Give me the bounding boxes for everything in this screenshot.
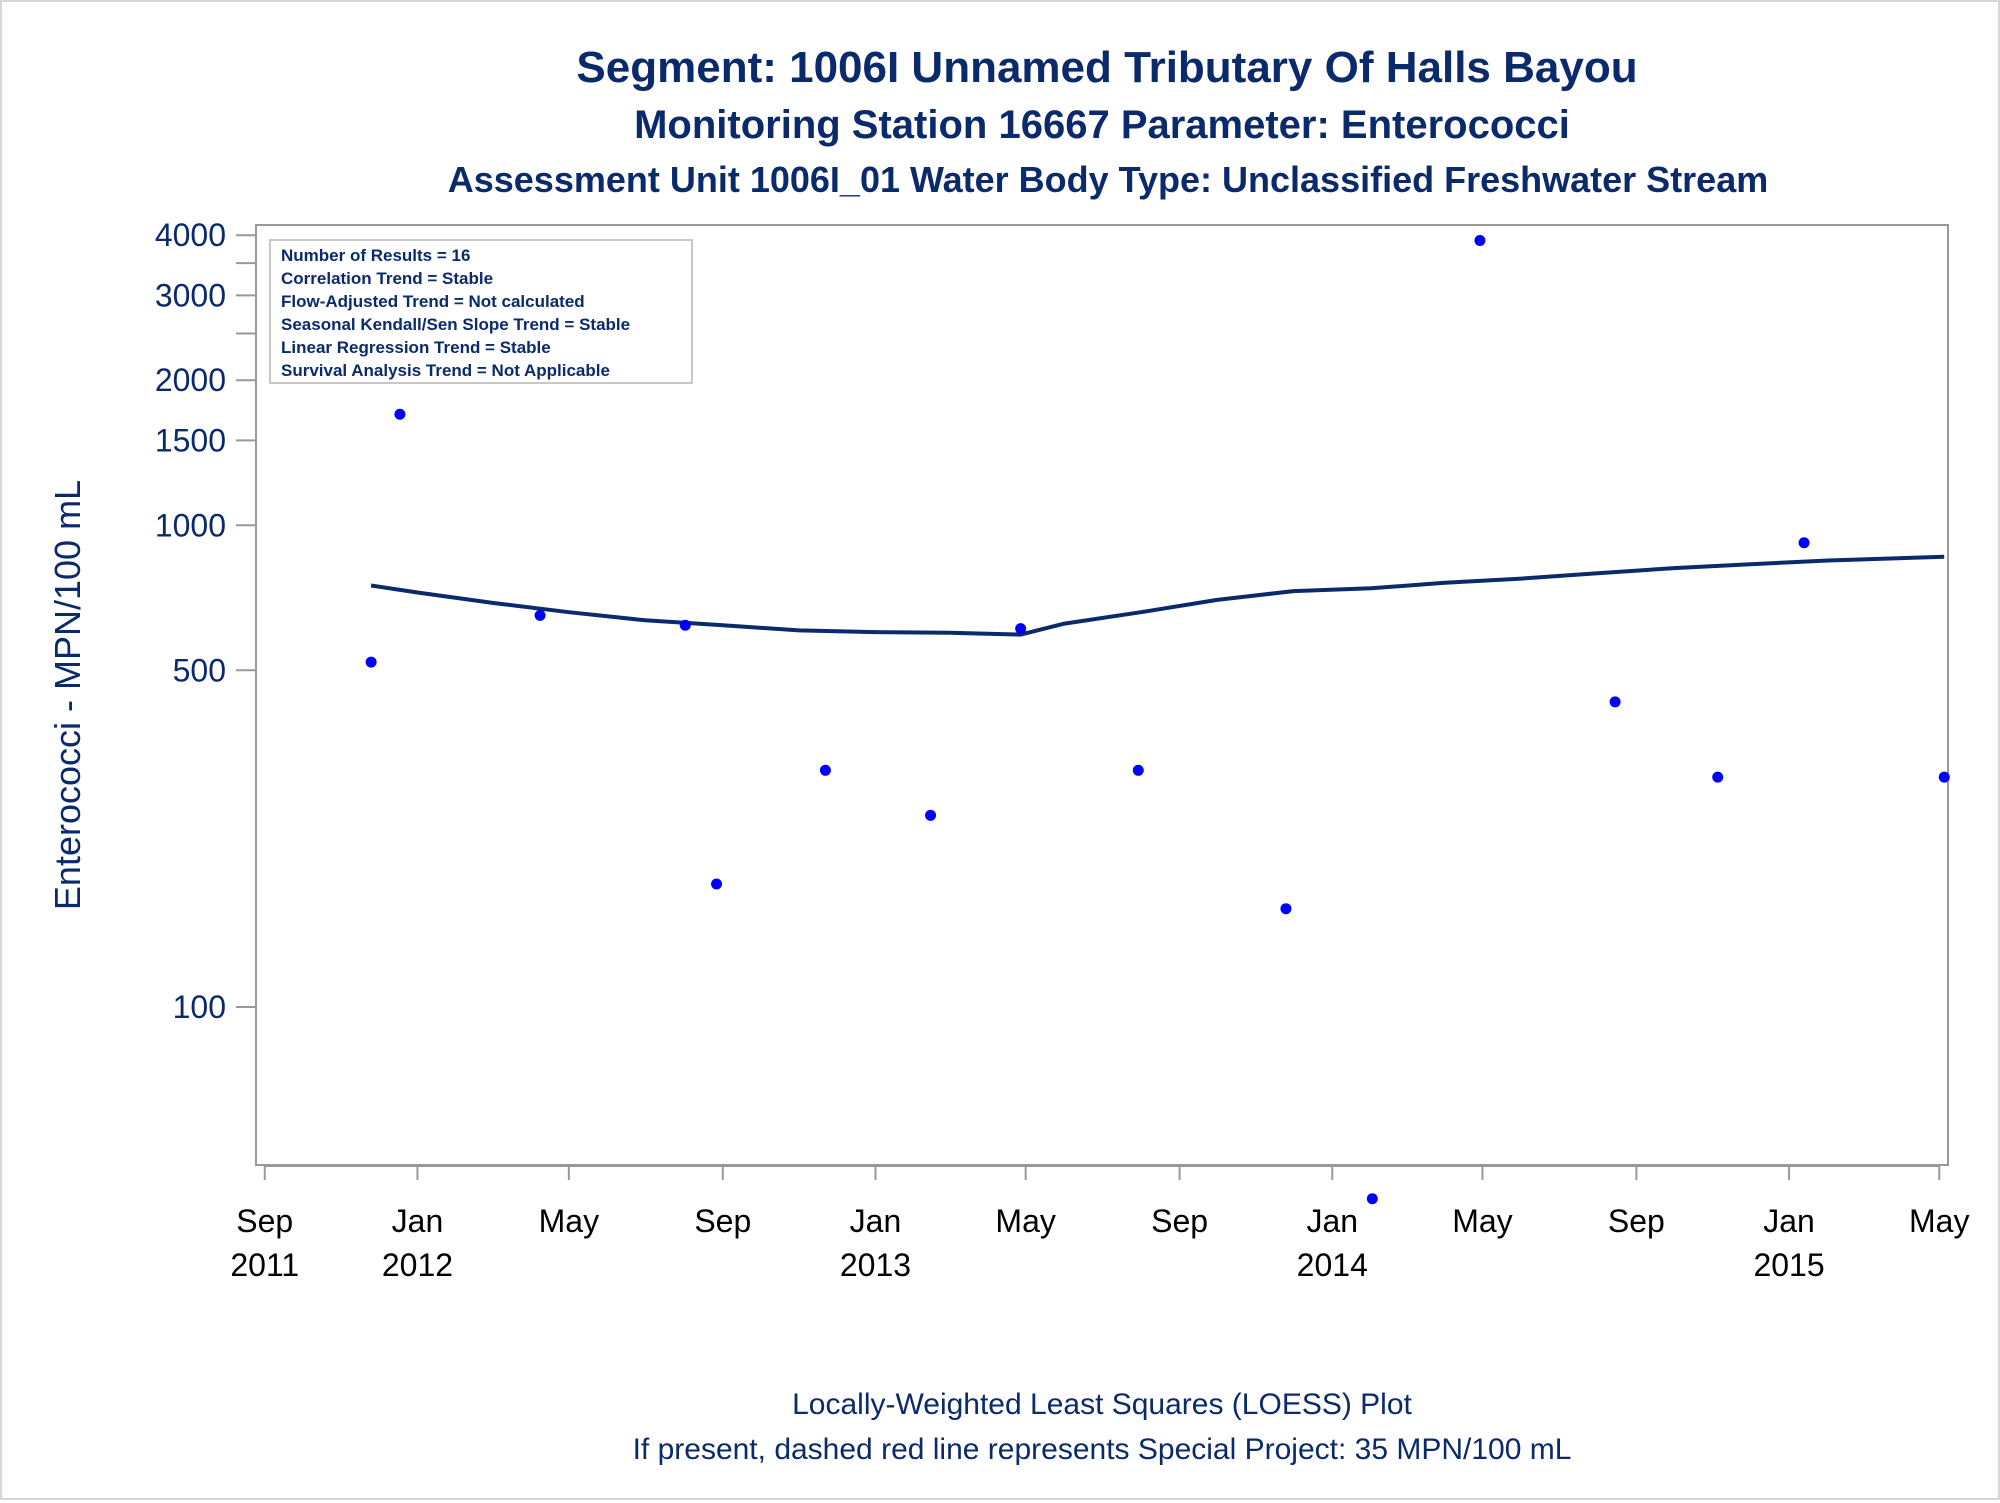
x-tick-month-label: Jan bbox=[1763, 1203, 1815, 1239]
loess-trend-line bbox=[370, 554, 1945, 637]
x-tick-month-label: Jan bbox=[850, 1203, 902, 1239]
x-tick-year-label: 2014 bbox=[1297, 1247, 1368, 1283]
data-point bbox=[1712, 771, 1724, 783]
footnote-loess: Locally-Weighted Least Squares (LOESS) P… bbox=[792, 1388, 1412, 1421]
x-tick-month-label: Sep bbox=[236, 1203, 293, 1239]
x-tick-year-label: 2015 bbox=[1753, 1247, 1824, 1283]
x-tick-month-label: May bbox=[1909, 1203, 1969, 1239]
chart-subtitle: Monitoring Station 16667 Parameter: Ente… bbox=[634, 103, 1570, 147]
stats-box-frame bbox=[269, 239, 693, 384]
data-point bbox=[925, 809, 937, 821]
stats-line-correlation: Correlation Trend = Stable bbox=[281, 269, 493, 288]
y-tick-label: 3000 bbox=[155, 277, 226, 313]
x-tick-month-label: Jan bbox=[392, 1203, 444, 1239]
chart-title: Segment: 1006I Unnamed Tributary Of Hall… bbox=[576, 43, 1637, 92]
data-point bbox=[1132, 764, 1144, 776]
y-axis: 100 500 1000 1500 2000 3000 4000 bbox=[155, 217, 256, 1025]
data-point bbox=[1280, 903, 1292, 915]
data-point bbox=[1609, 696, 1621, 708]
data-point bbox=[1798, 537, 1810, 549]
data-point bbox=[711, 878, 723, 890]
stats-box: Number of Results = 16 Correlation Trend… bbox=[269, 239, 693, 384]
y-axis-label: Enterococci - MPN/100 mL bbox=[47, 480, 88, 910]
data-point bbox=[819, 764, 831, 776]
y-tick-label: 500 bbox=[173, 652, 226, 688]
x-tick-month-label: May bbox=[539, 1203, 599, 1239]
data-point bbox=[1015, 623, 1027, 635]
stats-line-flow-adjusted: Flow-Adjusted Trend = Not calculated bbox=[281, 292, 585, 311]
y-tick-label: 1500 bbox=[155, 422, 226, 458]
data-point bbox=[1366, 1193, 1378, 1205]
x-tick-month-label: Sep bbox=[1608, 1203, 1665, 1239]
y-tick-label: 1000 bbox=[155, 507, 226, 543]
x-tick-month-label: May bbox=[1452, 1203, 1512, 1239]
stats-line-survival: Survival Analysis Trend = Not Applicable bbox=[281, 361, 610, 380]
y-tick-label: 2000 bbox=[155, 362, 226, 398]
data-point bbox=[1938, 771, 1950, 783]
x-tick-month-label: Jan bbox=[1306, 1203, 1358, 1239]
x-tick-month-label: Sep bbox=[694, 1203, 751, 1239]
x-tick-month-label: May bbox=[995, 1203, 1055, 1239]
data-point bbox=[534, 609, 546, 621]
x-axis: Sep 2011 Jan 2012 May Sep Jan 2013 May Sep Jan 2014… bbox=[230, 1165, 1969, 1283]
data-point bbox=[1474, 235, 1486, 247]
x-tick-year-label: 2011 bbox=[230, 1247, 299, 1283]
chart-subtitle2: Assessment Unit 1006I_01 Water Body Type… bbox=[448, 159, 1769, 200]
stats-line-results: Number of Results = 16 bbox=[281, 246, 470, 265]
data-point bbox=[365, 656, 377, 668]
y-tick-label: 100 bbox=[173, 989, 226, 1025]
y-tick-label: 4000 bbox=[155, 217, 226, 253]
stats-line-linear-regression: Linear Regression Trend = Stable bbox=[281, 338, 551, 357]
x-tick-month-label: Sep bbox=[1151, 1203, 1208, 1239]
plot-series bbox=[365, 235, 1950, 1205]
x-tick-year-label: 2013 bbox=[840, 1247, 911, 1283]
data-point bbox=[679, 619, 691, 631]
x-tick-year-label: 2012 bbox=[382, 1247, 453, 1283]
footnote-special-project: If present, dashed red line represents S… bbox=[633, 1433, 1572, 1466]
data-point bbox=[394, 408, 406, 420]
stats-line-seasonal-kendall: Seasonal Kendall/Sen Slope Trend = Stabl… bbox=[281, 315, 630, 334]
